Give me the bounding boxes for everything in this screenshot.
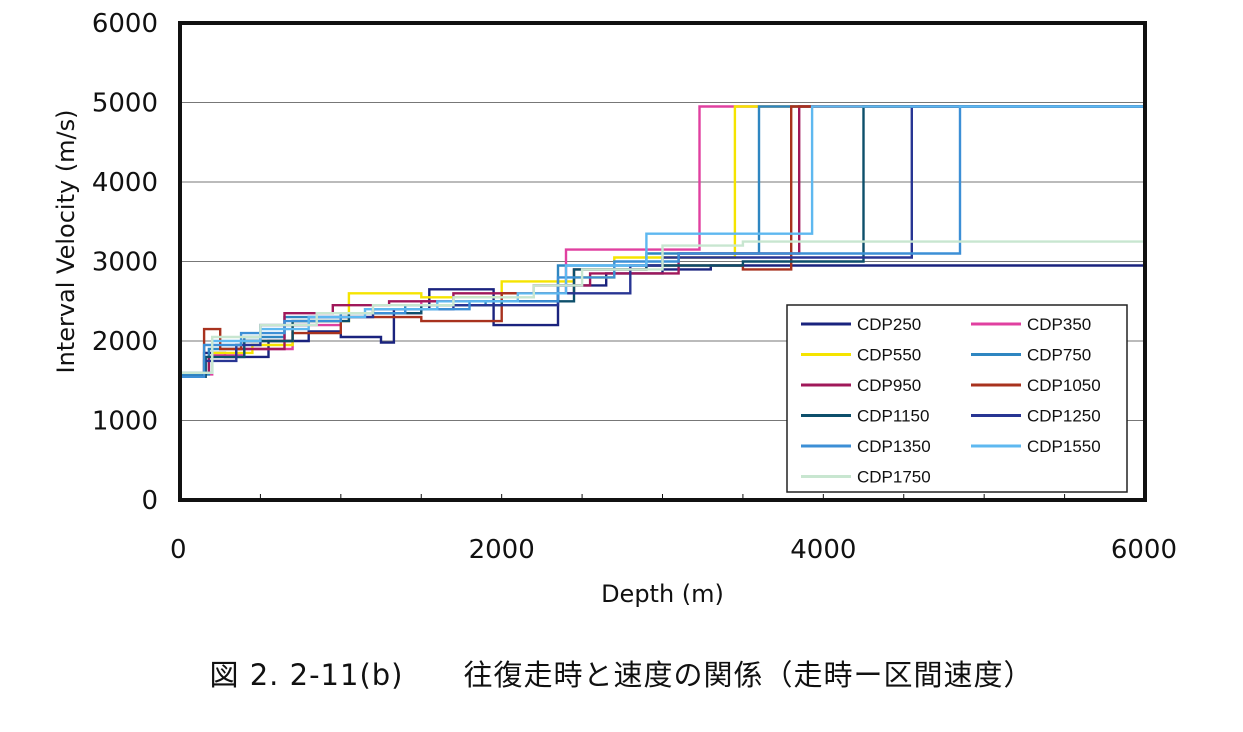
legend: CDP250 CDP350 CDP550 CDP750 CDP950 CDP1050 CDP… [786, 304, 1128, 493]
y-tick-label: 2000 [92, 327, 158, 357]
x-tick-label: 4000 [790, 535, 856, 565]
y-tick-label: 5000 [92, 89, 158, 119]
axis-ticks: 0 1000 2000 3000 4000 5000 6000 0 2000 4000 6000 [92, 9, 1177, 565]
series-lines [180, 105, 1145, 378]
legend-label: CDP1050 [1027, 376, 1101, 395]
y-tick-label: 6000 [92, 9, 158, 39]
legend-box [786, 304, 1128, 493]
y-tick-label: 3000 [92, 248, 158, 278]
legend-label: CDP1250 [1027, 407, 1101, 426]
legend-label: CDP1750 [857, 468, 931, 487]
legend-label: CDP1550 [1027, 437, 1101, 456]
x-axis-title: Depth (m) [601, 580, 724, 608]
x-tick-label: 2000 [469, 535, 535, 565]
y-tick-label: 0 [141, 486, 158, 516]
series-line-cdp1750 [180, 240, 1145, 374]
legend-label: CDP250 [857, 315, 921, 334]
x-tick-label: 0 [170, 535, 187, 565]
legend-label: CDP1350 [857, 437, 931, 456]
interval-velocity-chart: 0 1000 2000 3000 4000 5000 6000 0 2000 4000 6000 D… [52, 9, 1177, 608]
x-tick-label: 6000 [1111, 535, 1177, 565]
y-tick-label: 1000 [92, 407, 158, 437]
y-axis-title: Interval Velocity (m/s) [52, 109, 80, 373]
legend-label: CDP750 [1027, 346, 1091, 365]
figure-caption: 図 2. 2-11(b) 往復走時と速度の関係（走時ー区間速度） [209, 658, 1034, 692]
legend-label: CDP350 [1027, 315, 1091, 334]
y-tick-label: 4000 [92, 168, 158, 198]
legend-label: CDP1150 [857, 407, 929, 426]
legend-label: CDP950 [857, 376, 921, 395]
legend-label: CDP550 [857, 346, 921, 365]
